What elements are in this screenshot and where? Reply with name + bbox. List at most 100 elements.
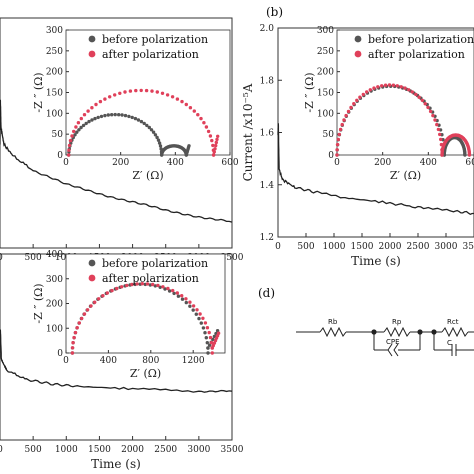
- eis-tail-point: [206, 346, 210, 350]
- x-tick-label: 0: [0, 253, 3, 263]
- eis-point: [99, 114, 104, 119]
- inset-x-tick-label: 1200: [182, 356, 205, 366]
- eis-point: [199, 321, 203, 325]
- y-tick-label: 1.4: [260, 181, 275, 191]
- eis-point: [428, 109, 433, 114]
- eis-point: [142, 121, 146, 126]
- eis-point: [90, 106, 94, 110]
- eis-point: [105, 291, 110, 295]
- eis-point: [73, 133, 77, 137]
- eis-point: [89, 304, 93, 308]
- eis-point: [163, 287, 167, 291]
- eis-point: [426, 105, 430, 110]
- eis-point: [150, 89, 154, 93]
- x-tick-label: 1000: [323, 242, 346, 252]
- eis-point: [210, 351, 214, 355]
- inset-y-tick-label: 50: [52, 130, 64, 140]
- eis-tail-point: [211, 153, 216, 157]
- resistor-rb: [319, 326, 347, 338]
- eis-tail-point: [216, 134, 220, 138]
- inset-series: [67, 88, 220, 157]
- eis-point: [149, 128, 154, 132]
- eis-point: [207, 330, 211, 335]
- plot-frame-a: [0, 17, 233, 249]
- circuit-label-rp: Rp: [392, 318, 402, 326]
- eis-point: [191, 304, 196, 308]
- eis-point: [361, 92, 365, 97]
- eis-point: [192, 109, 196, 113]
- eis-point: [96, 115, 100, 120]
- eis-point: [188, 106, 193, 110]
- eis-point: [439, 137, 443, 142]
- circuit-node-2: [417, 329, 423, 335]
- legend-label: before polarization: [368, 33, 474, 46]
- eis-point: [195, 308, 199, 312]
- panel-a-chart: 0500100015002000250030003500Time (s)0200…: [0, 17, 244, 279]
- eis-point: [72, 129, 76, 134]
- eis-point: [191, 308, 195, 312]
- inset-y-tick-label: 300: [46, 26, 63, 36]
- eis-point: [203, 321, 208, 325]
- eis-point: [115, 286, 119, 291]
- eis-point: [81, 123, 86, 128]
- eis-point: [80, 316, 84, 321]
- legend-marker: [88, 50, 96, 58]
- eis-tail-point: [214, 140, 218, 145]
- eis-point: [93, 300, 97, 304]
- inset-frame: [336, 29, 474, 156]
- eis-tail-point: [213, 147, 217, 151]
- inset-x-axis-label: Z′ (Ω): [390, 169, 421, 182]
- eis-point: [113, 93, 117, 97]
- eis-point: [188, 304, 192, 308]
- panel-c-chart: 0500100015002000250030003500Time (s)0400…: [0, 250, 244, 471]
- inset-y-tick-label: 400: [46, 250, 63, 260]
- eis-point: [340, 122, 344, 127]
- inset-y-tick-label: 250: [317, 47, 334, 57]
- current-trace: [0, 99, 233, 223]
- inset-x-tick-label: 600: [465, 158, 474, 168]
- inset-y-tick-label: 150: [317, 89, 334, 99]
- inset-y-tick-label: 150: [46, 89, 63, 99]
- eis-point: [67, 143, 72, 148]
- eis-point: [202, 121, 206, 125]
- inset-x-tick-label: 400: [100, 356, 117, 366]
- eis-point: [103, 113, 107, 118]
- y-tick-label: 2.0: [260, 24, 275, 34]
- eis-point: [151, 130, 156, 134]
- legend-marker: [88, 274, 96, 282]
- eis-point: [127, 114, 131, 119]
- eis-point: [205, 341, 209, 345]
- inset-series: [70, 282, 221, 355]
- eis-point: [117, 113, 121, 117]
- eis-point: [75, 130, 79, 134]
- eis-point: [410, 90, 414, 94]
- eis-point: [387, 83, 392, 87]
- eis-point: [67, 148, 71, 152]
- eis-point: [155, 135, 159, 140]
- eis-point: [395, 84, 399, 88]
- eis-point: [161, 285, 165, 289]
- eis-point: [203, 331, 207, 335]
- eis-point: [399, 85, 403, 89]
- x-tick-label: 3500: [463, 242, 474, 252]
- circuit-label-rct: Rct: [447, 318, 459, 326]
- current-trace: [0, 329, 233, 393]
- eis-point: [75, 326, 79, 330]
- eis-point: [438, 132, 442, 137]
- x-tick-label: 1500: [88, 445, 111, 455]
- eis-point: [101, 294, 105, 298]
- x-tick-label: 2500: [407, 242, 430, 252]
- eis-point: [120, 285, 124, 289]
- eis-point: [358, 95, 362, 99]
- eis-point: [180, 99, 184, 104]
- eis-point: [176, 294, 181, 298]
- eis-point: [156, 283, 160, 288]
- eis-point: [201, 326, 206, 330]
- inset-x-tick-label: 200: [112, 158, 129, 168]
- legend-marker: [354, 35, 362, 43]
- eis-point: [188, 300, 192, 304]
- inset-y-tick-label: 100: [46, 109, 63, 119]
- eis-point: [93, 116, 97, 121]
- eis-point: [199, 116, 203, 121]
